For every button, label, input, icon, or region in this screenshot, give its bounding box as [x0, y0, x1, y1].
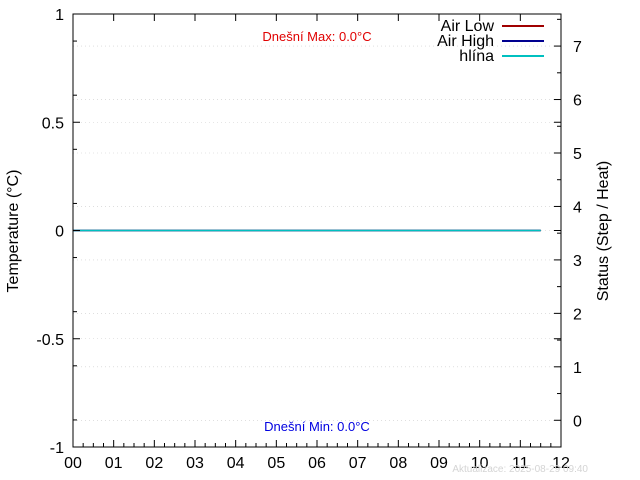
x-tick-label: 04 [227, 455, 245, 472]
y-tick-label: 0 [55, 224, 64, 241]
x-tick-label: 07 [349, 455, 367, 472]
y-tick-label: 0.5 [42, 115, 64, 132]
max-annotation: Dnešní Max: 0.0°C [262, 29, 371, 44]
min-annotation: Dnešní Min: 0.0°C [264, 419, 370, 434]
y2-tick-label: 7 [573, 39, 582, 56]
y-axis-title: Temperature (°C) [5, 170, 22, 293]
y2-tick-label: 6 [573, 93, 582, 110]
y2-tick-label: 1 [573, 360, 582, 377]
y2-tick-label: 0 [573, 413, 582, 430]
x-tick-label: 01 [105, 455, 123, 472]
y-tick-label: -1 [50, 440, 64, 457]
y2-tick-label: 2 [573, 306, 582, 323]
x-tick-label: 10 [471, 455, 489, 472]
x-tick-label: 05 [267, 455, 285, 472]
y2-axis-title: Status (Step / Heat) [595, 161, 612, 302]
y2-tick-label: 3 [573, 253, 582, 270]
y-tick-label: -0.5 [36, 332, 64, 349]
legend-label: Air Low [441, 18, 495, 35]
y2-tick-label: 5 [573, 146, 582, 163]
legend-label: Air High [437, 33, 494, 50]
y2-tick-label: 4 [573, 199, 582, 216]
x-tick-label: 02 [145, 455, 163, 472]
y-tick-label: 1 [55, 7, 64, 24]
x-tick-label: 08 [389, 455, 407, 472]
legend-label: hlína [459, 48, 494, 65]
x-tick-label: 09 [430, 455, 448, 472]
footer-timestamp: Aktualizace: 2025-08-29 09:40 [452, 464, 588, 475]
x-tick-label: 00 [64, 455, 82, 472]
x-tick-label: 03 [186, 455, 204, 472]
x-tick-label: 06 [308, 455, 326, 472]
x-tick-label: 12 [552, 455, 570, 472]
x-tick-label: 11 [512, 455, 529, 472]
